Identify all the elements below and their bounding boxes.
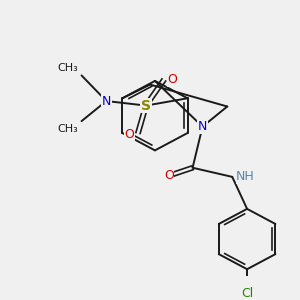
- Text: Cl: Cl: [241, 287, 253, 300]
- Text: O: O: [124, 128, 134, 141]
- Text: N: N: [102, 94, 111, 107]
- Text: NH: NH: [236, 170, 255, 183]
- Text: N: N: [198, 120, 207, 133]
- Text: S: S: [141, 99, 151, 112]
- Text: O: O: [164, 169, 174, 182]
- Text: O: O: [168, 74, 178, 86]
- Text: CH₃: CH₃: [58, 63, 79, 73]
- Text: CH₃: CH₃: [58, 124, 79, 134]
